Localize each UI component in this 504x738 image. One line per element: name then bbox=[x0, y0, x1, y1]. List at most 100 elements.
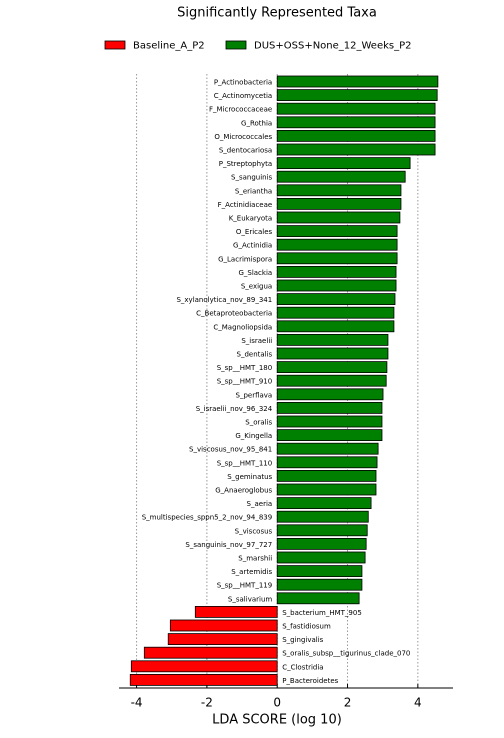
bar bbox=[276, 442, 379, 455]
x-axis-label: LDA SCORE (log 10) bbox=[212, 713, 342, 728]
category-label: C_Betaproteobacteria bbox=[196, 310, 272, 318]
bar bbox=[276, 524, 368, 537]
category-label: G_Kingella bbox=[235, 432, 272, 440]
x-tick-label: -2 bbox=[201, 696, 213, 710]
category-label: S_oralis_subsp__tigurinus_clade_070 bbox=[282, 650, 410, 658]
category-label: S_xylanolytica_nov_89_341 bbox=[176, 296, 272, 304]
category-label: S_sanguinis bbox=[231, 174, 273, 182]
bar bbox=[276, 143, 436, 156]
bar bbox=[130, 660, 278, 673]
chart-title: Significantly Represented Taxa bbox=[177, 6, 377, 21]
bar bbox=[276, 116, 436, 129]
bar bbox=[276, 578, 363, 591]
bar bbox=[276, 429, 383, 442]
category-label: C_Actinomycetia bbox=[214, 92, 272, 100]
bar bbox=[276, 565, 363, 577]
category-label: S_perflava bbox=[236, 391, 273, 399]
bar bbox=[276, 388, 384, 401]
bar bbox=[276, 497, 372, 510]
bar bbox=[276, 320, 395, 333]
bar bbox=[276, 333, 389, 346]
legend-swatch bbox=[104, 40, 126, 50]
bar bbox=[276, 102, 436, 115]
bar bbox=[194, 606, 278, 618]
category-label: S_artemidis bbox=[231, 568, 272, 576]
x-tick-label: -4 bbox=[131, 696, 143, 710]
bar bbox=[276, 170, 406, 183]
category-label: K_Eukaryota bbox=[229, 215, 273, 223]
bar bbox=[276, 75, 439, 88]
category-label: F_Actinidiaceae bbox=[218, 201, 273, 209]
bar bbox=[276, 551, 366, 564]
category-label: S_eriantha bbox=[235, 187, 272, 195]
bar bbox=[276, 252, 398, 265]
category-label: S_viscosus_nov_95_841 bbox=[189, 446, 272, 454]
category-label: S_multispecies_sppn5_2_nov_94_839 bbox=[142, 514, 272, 522]
legend-swatch bbox=[225, 40, 247, 50]
legend-label: DUS+OSS+None_12_Weeks_P2 bbox=[254, 41, 412, 52]
category-label: S_israelii bbox=[241, 337, 272, 345]
bar bbox=[276, 157, 411, 170]
bar bbox=[276, 265, 397, 278]
category-label: G_Anaeroglobus bbox=[215, 487, 272, 495]
x-tick-label: 2 bbox=[344, 696, 352, 710]
category-label: G_Actinidia bbox=[233, 242, 272, 250]
category-label: S_gingivalis bbox=[282, 636, 323, 644]
bar bbox=[276, 469, 377, 482]
category-label: S_sp__HMT_110 bbox=[217, 459, 272, 467]
bar bbox=[276, 306, 395, 319]
category-label: O_Ericales bbox=[236, 228, 273, 236]
category-label: S_sanguinis_nov_97_727 bbox=[185, 541, 272, 549]
bar bbox=[167, 633, 278, 645]
bar bbox=[276, 238, 398, 251]
bar bbox=[276, 184, 402, 197]
x-tick-label: 0 bbox=[273, 696, 281, 710]
category-label: G_Rothia bbox=[241, 119, 272, 127]
category-label: S_exigua bbox=[241, 283, 272, 291]
category-label: S_sp__HMT_910 bbox=[217, 378, 272, 386]
category-label: S_israelii_nov_96_324 bbox=[196, 405, 273, 413]
category-label: G_Slackia bbox=[238, 269, 272, 277]
category-label: S_geminatus bbox=[227, 473, 272, 481]
legend-label: Baseline_A_P2 bbox=[133, 41, 205, 52]
bar bbox=[143, 646, 278, 659]
bar bbox=[276, 456, 378, 469]
category-label: P_Streptophyta bbox=[219, 160, 272, 168]
category-label: S_oralis bbox=[245, 419, 272, 427]
bar bbox=[276, 211, 401, 224]
category-label: S_dentocariosa bbox=[219, 147, 272, 155]
category-label: S_sp__HMT_180 bbox=[217, 364, 272, 372]
bar bbox=[276, 197, 402, 210]
category-label: C_Magnoliopsida bbox=[213, 323, 272, 331]
category-label: S_aeria bbox=[247, 500, 273, 508]
bar bbox=[276, 538, 367, 550]
bar bbox=[276, 374, 387, 387]
category-label: S_salivarium bbox=[228, 595, 272, 603]
bar bbox=[276, 347, 389, 360]
category-label: S_bacterium_HMT_905 bbox=[282, 609, 362, 617]
bar bbox=[276, 293, 396, 306]
bar bbox=[276, 361, 388, 374]
category-label: P_Bacteroidetes bbox=[282, 677, 338, 685]
category-label: G_Lacrimispora bbox=[218, 255, 272, 263]
bar bbox=[276, 592, 360, 605]
category-label: S_sp__HMT_119 bbox=[217, 582, 272, 590]
category-label: S_dentalis bbox=[237, 351, 273, 359]
bar bbox=[276, 225, 398, 238]
bar bbox=[276, 89, 438, 101]
bar bbox=[276, 129, 436, 142]
category-label: O_Micrococcales bbox=[214, 133, 272, 141]
category-label: F_Micrococcaceae bbox=[209, 106, 272, 114]
category-label: S_marshii bbox=[238, 555, 272, 563]
bar bbox=[276, 510, 369, 523]
bar bbox=[276, 279, 397, 292]
bar bbox=[169, 619, 278, 632]
category-label: P_Actinobacteria bbox=[214, 79, 272, 87]
x-tick-label: 4 bbox=[414, 696, 422, 710]
bar bbox=[129, 674, 278, 686]
bar bbox=[276, 415, 383, 428]
bar bbox=[276, 401, 383, 414]
category-label: S_viscosus bbox=[235, 527, 273, 535]
category-label: S_fastidiosum bbox=[282, 623, 331, 631]
